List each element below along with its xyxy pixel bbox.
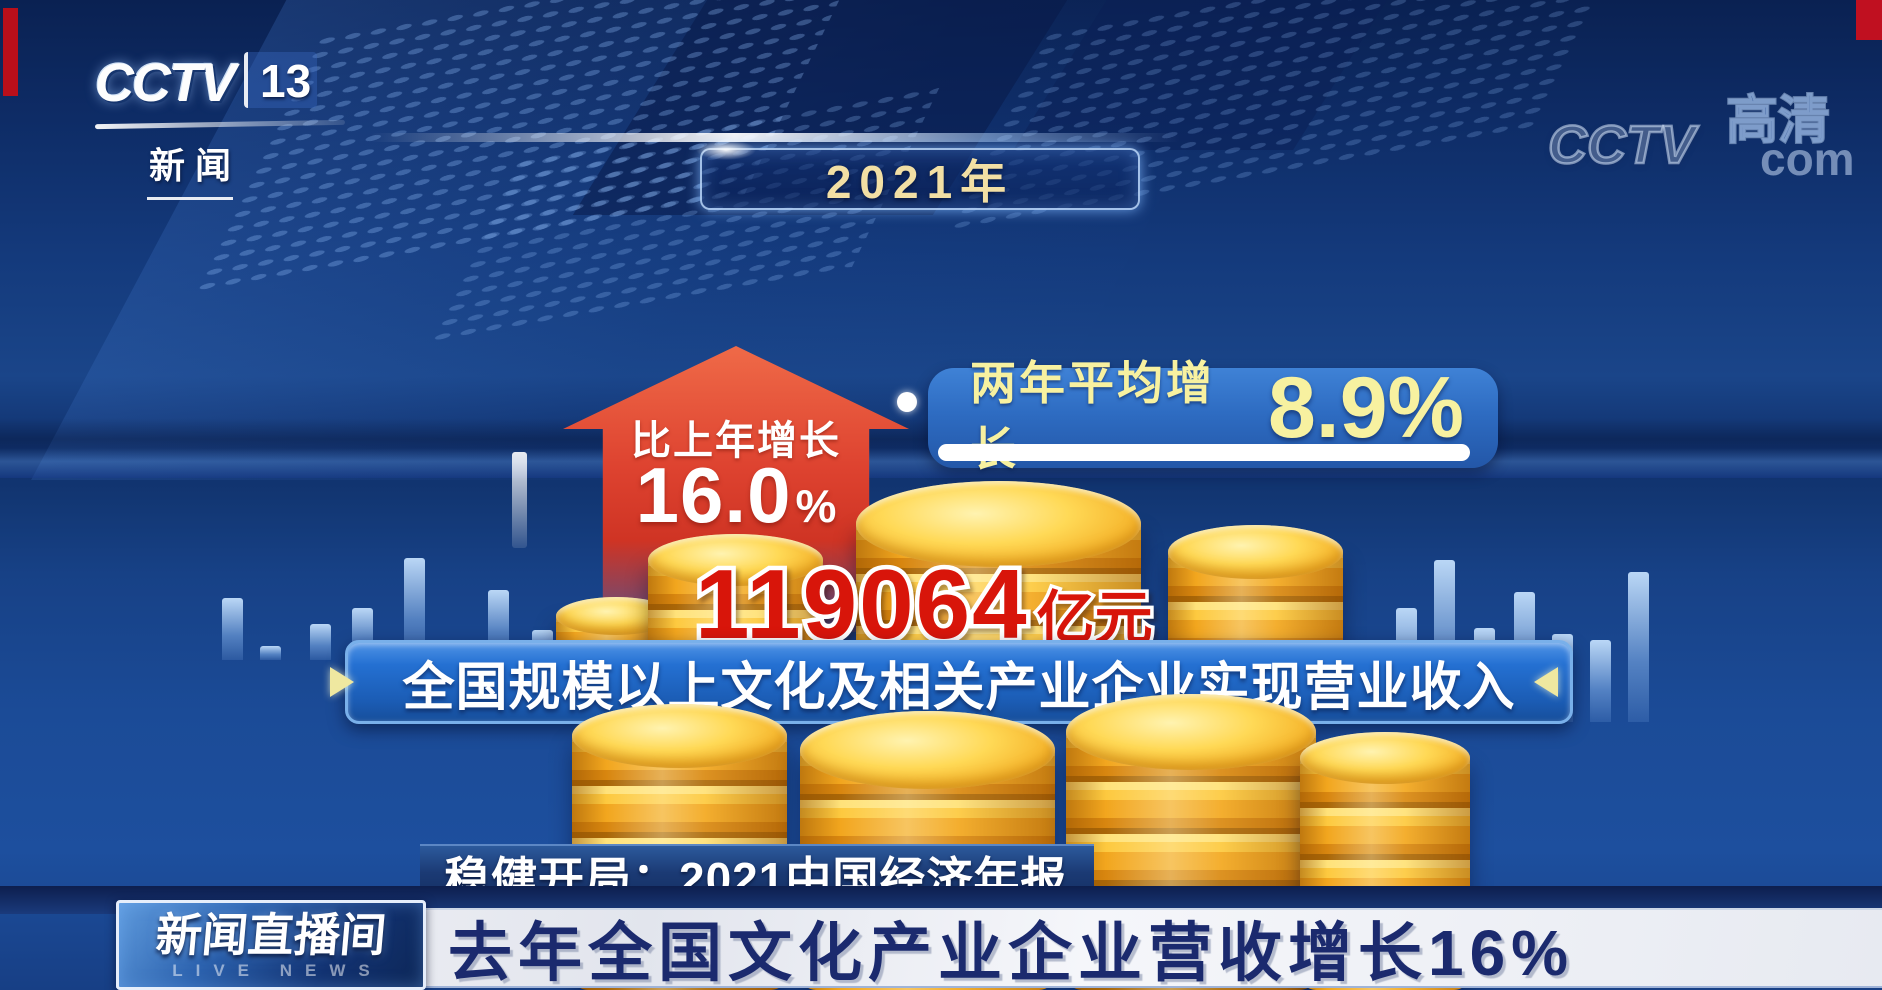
light-streak bbox=[370, 133, 1180, 142]
channel-number: 13 bbox=[244, 52, 318, 108]
program-name: 新闻直播间 bbox=[153, 908, 389, 961]
corner-marker bbox=[1856, 0, 1882, 40]
news-headline: 去年全国文化产业企业营收增长16% bbox=[448, 917, 1575, 989]
avg-growth-label: 两年平均增长 bbox=[970, 357, 1215, 475]
program-name-en: LIVE NEWS bbox=[172, 960, 383, 980]
equalizer-bar bbox=[310, 624, 331, 660]
cctv-logo-text: CCTV bbox=[95, 53, 236, 113]
year-badge-text: 2021年 bbox=[825, 156, 1015, 208]
program-logo-box: 新闻直播间 LIVE NEWS bbox=[116, 900, 426, 990]
equalizer-bar bbox=[260, 646, 281, 660]
subject-banner: 全国规模以上文化及相关产业企业实现营业收入 bbox=[330, 640, 1573, 724]
banner-arrow-right-icon bbox=[1534, 667, 1558, 697]
light-tick bbox=[512, 452, 527, 548]
yoy-growth-label: 比上年增长 bbox=[631, 419, 841, 463]
year-badge: 2021年 bbox=[696, 140, 1140, 210]
separator-dot bbox=[897, 392, 917, 412]
cctv13-logo: CCTV 13 新 闻 bbox=[94, 52, 365, 200]
logo-underline bbox=[94, 119, 346, 130]
banner-arrow-left-icon bbox=[330, 667, 354, 697]
watermark-cctv-text: CCTV bbox=[1547, 114, 1697, 177]
equalizer-bar bbox=[222, 598, 243, 660]
channel-name-text: 新 闻 bbox=[147, 137, 234, 200]
avg-growth-pill: 两年平均增长 8.9% bbox=[928, 357, 1498, 475]
corner-marker bbox=[3, 8, 18, 96]
avg-growth-value: 8.9% bbox=[1267, 359, 1464, 456]
equalizer-bar bbox=[404, 558, 425, 660]
watermark-hd-text: 高清 bbox=[1725, 91, 1831, 151]
channel-name: 新 闻 bbox=[147, 137, 365, 200]
yoy-growth-unit: % bbox=[795, 480, 837, 532]
coin-stack bbox=[1300, 732, 1470, 990]
watermark-com-text: com bbox=[1760, 133, 1855, 185]
yoy-growth-number: 16.0 bbox=[635, 451, 792, 539]
equalizer-bar bbox=[1628, 572, 1649, 722]
yoy-growth-value: 16.0 % bbox=[563, 450, 909, 541]
cctv-com-watermark: CCTV 高清 com bbox=[1547, 91, 1878, 192]
coin-stack bbox=[856, 481, 1141, 662]
equalizer-bar bbox=[1590, 640, 1611, 722]
subject-banner-text: 全国规模以上文化及相关产业企业实现营业收入 bbox=[402, 658, 1516, 717]
